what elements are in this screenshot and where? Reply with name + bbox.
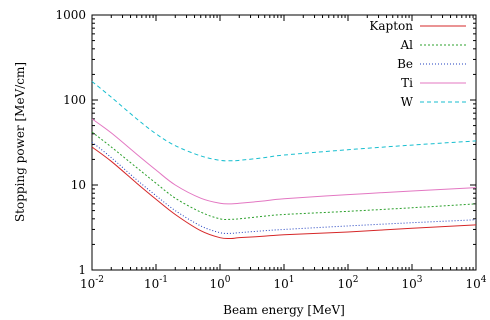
series-layer [91, 81, 477, 240]
x-tick-base: 10 [80, 277, 95, 291]
legend-label-w: W [401, 95, 414, 109]
x-tick-base: 10 [209, 277, 224, 291]
series-line-al [91, 131, 477, 221]
x-tick-label: 102 [337, 275, 358, 291]
y-axis: 1 10 100 1000 [55, 8, 476, 277]
x-tick-exponent: -2 [95, 275, 104, 285]
x-tick-exponent: 3 [417, 275, 423, 285]
x-tick-base: 10 [337, 277, 352, 291]
x-tick-exponent: 0 [225, 275, 231, 285]
plot-frame [91, 14, 477, 271]
x-tick-exponent: 4 [481, 275, 487, 285]
legend-label-al: Al [399, 38, 413, 52]
x-axis-title: Beam energy [MeV] [223, 303, 345, 317]
x-tick-label: 10-1 [144, 275, 168, 291]
x-tick-base: 10 [144, 277, 159, 291]
y-tick-label: 1000 [55, 8, 86, 22]
series-line-w [91, 81, 477, 162]
x-tick-exponent: -1 [159, 275, 168, 285]
x-tick-label: 103 [401, 275, 422, 291]
series-line-be [91, 141, 477, 234]
series-line-kapton [91, 146, 477, 240]
series-line-ti [91, 118, 477, 205]
legend: Kapton Al Be Ti W [369, 19, 466, 109]
x-tick-base: 10 [273, 277, 288, 291]
legend-label-kapton: Kapton [369, 19, 413, 33]
x-axis: 10-2 10-1 100 101 102 103 104 [80, 15, 487, 291]
y-axis-title: Stopping power [MeV/cm] [13, 62, 27, 222]
y-tick-label: 10 [71, 178, 86, 192]
y-tick-label: 1 [78, 263, 86, 277]
x-tick-label: 10-2 [80, 275, 104, 291]
x-tick-label: 100 [209, 275, 230, 291]
x-tick-base: 10 [465, 277, 480, 291]
legend-label-ti: Ti [401, 76, 413, 90]
x-tick-exponent: 1 [289, 275, 295, 285]
y-tick-label: 100 [63, 93, 86, 107]
x-tick-label: 101 [273, 275, 294, 291]
x-tick-exponent: 2 [353, 275, 359, 285]
x-tick-base: 10 [401, 277, 416, 291]
legend-label-be: Be [397, 57, 413, 71]
x-tick-label: 104 [465, 275, 486, 291]
